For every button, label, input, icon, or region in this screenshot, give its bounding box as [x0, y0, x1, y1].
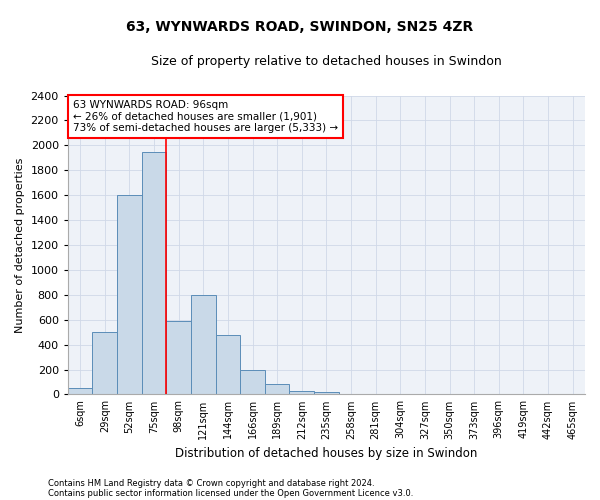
- Bar: [314, 392, 339, 394]
- Bar: [117, 195, 142, 394]
- Title: Size of property relative to detached houses in Swindon: Size of property relative to detached ho…: [151, 55, 502, 68]
- Bar: [92, 332, 117, 394]
- Y-axis label: Number of detached properties: Number of detached properties: [15, 158, 25, 332]
- Bar: [166, 321, 191, 394]
- Bar: [191, 295, 215, 394]
- Bar: [142, 152, 166, 394]
- Text: 63 WYNWARDS ROAD: 96sqm
← 26% of detached houses are smaller (1,901)
73% of semi: 63 WYNWARDS ROAD: 96sqm ← 26% of detache…: [73, 100, 338, 133]
- X-axis label: Distribution of detached houses by size in Swindon: Distribution of detached houses by size …: [175, 447, 478, 460]
- Text: Contains HM Land Registry data © Crown copyright and database right 2024.: Contains HM Land Registry data © Crown c…: [48, 478, 374, 488]
- Bar: [68, 388, 92, 394]
- Bar: [215, 336, 240, 394]
- Bar: [289, 390, 314, 394]
- Bar: [265, 384, 289, 394]
- Text: 63, WYNWARDS ROAD, SWINDON, SN25 4ZR: 63, WYNWARDS ROAD, SWINDON, SN25 4ZR: [127, 20, 473, 34]
- Bar: [240, 370, 265, 394]
- Text: Contains public sector information licensed under the Open Government Licence v3: Contains public sector information licen…: [48, 488, 413, 498]
